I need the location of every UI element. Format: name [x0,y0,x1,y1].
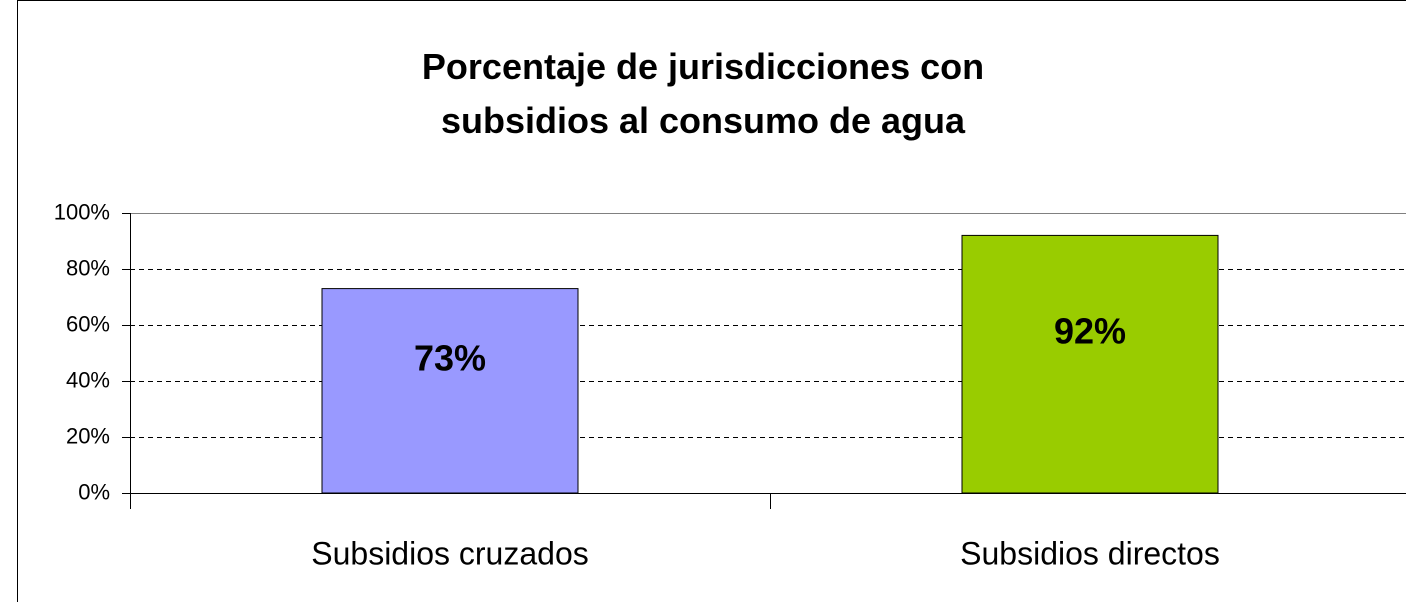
y-tick-label: 100% [54,199,110,224]
y-tick-label: 60% [66,311,110,336]
data-label: 73% [414,337,486,378]
y-tick-label: 20% [66,423,110,448]
chart-border [17,0,1406,602]
y-tick-label: 0% [78,479,110,504]
bar [321,288,579,494]
data-label: 92% [1054,311,1126,352]
x-tick-label: Subsidios cruzados [311,535,588,571]
y-tick-label: 80% [66,255,110,280]
x-tick-label: Subsidios directos [960,535,1220,571]
y-tick-label: 40% [66,367,110,392]
chart-title: Porcentaje de jurisdicciones con subsidi… [421,46,985,141]
bar [961,234,1219,494]
